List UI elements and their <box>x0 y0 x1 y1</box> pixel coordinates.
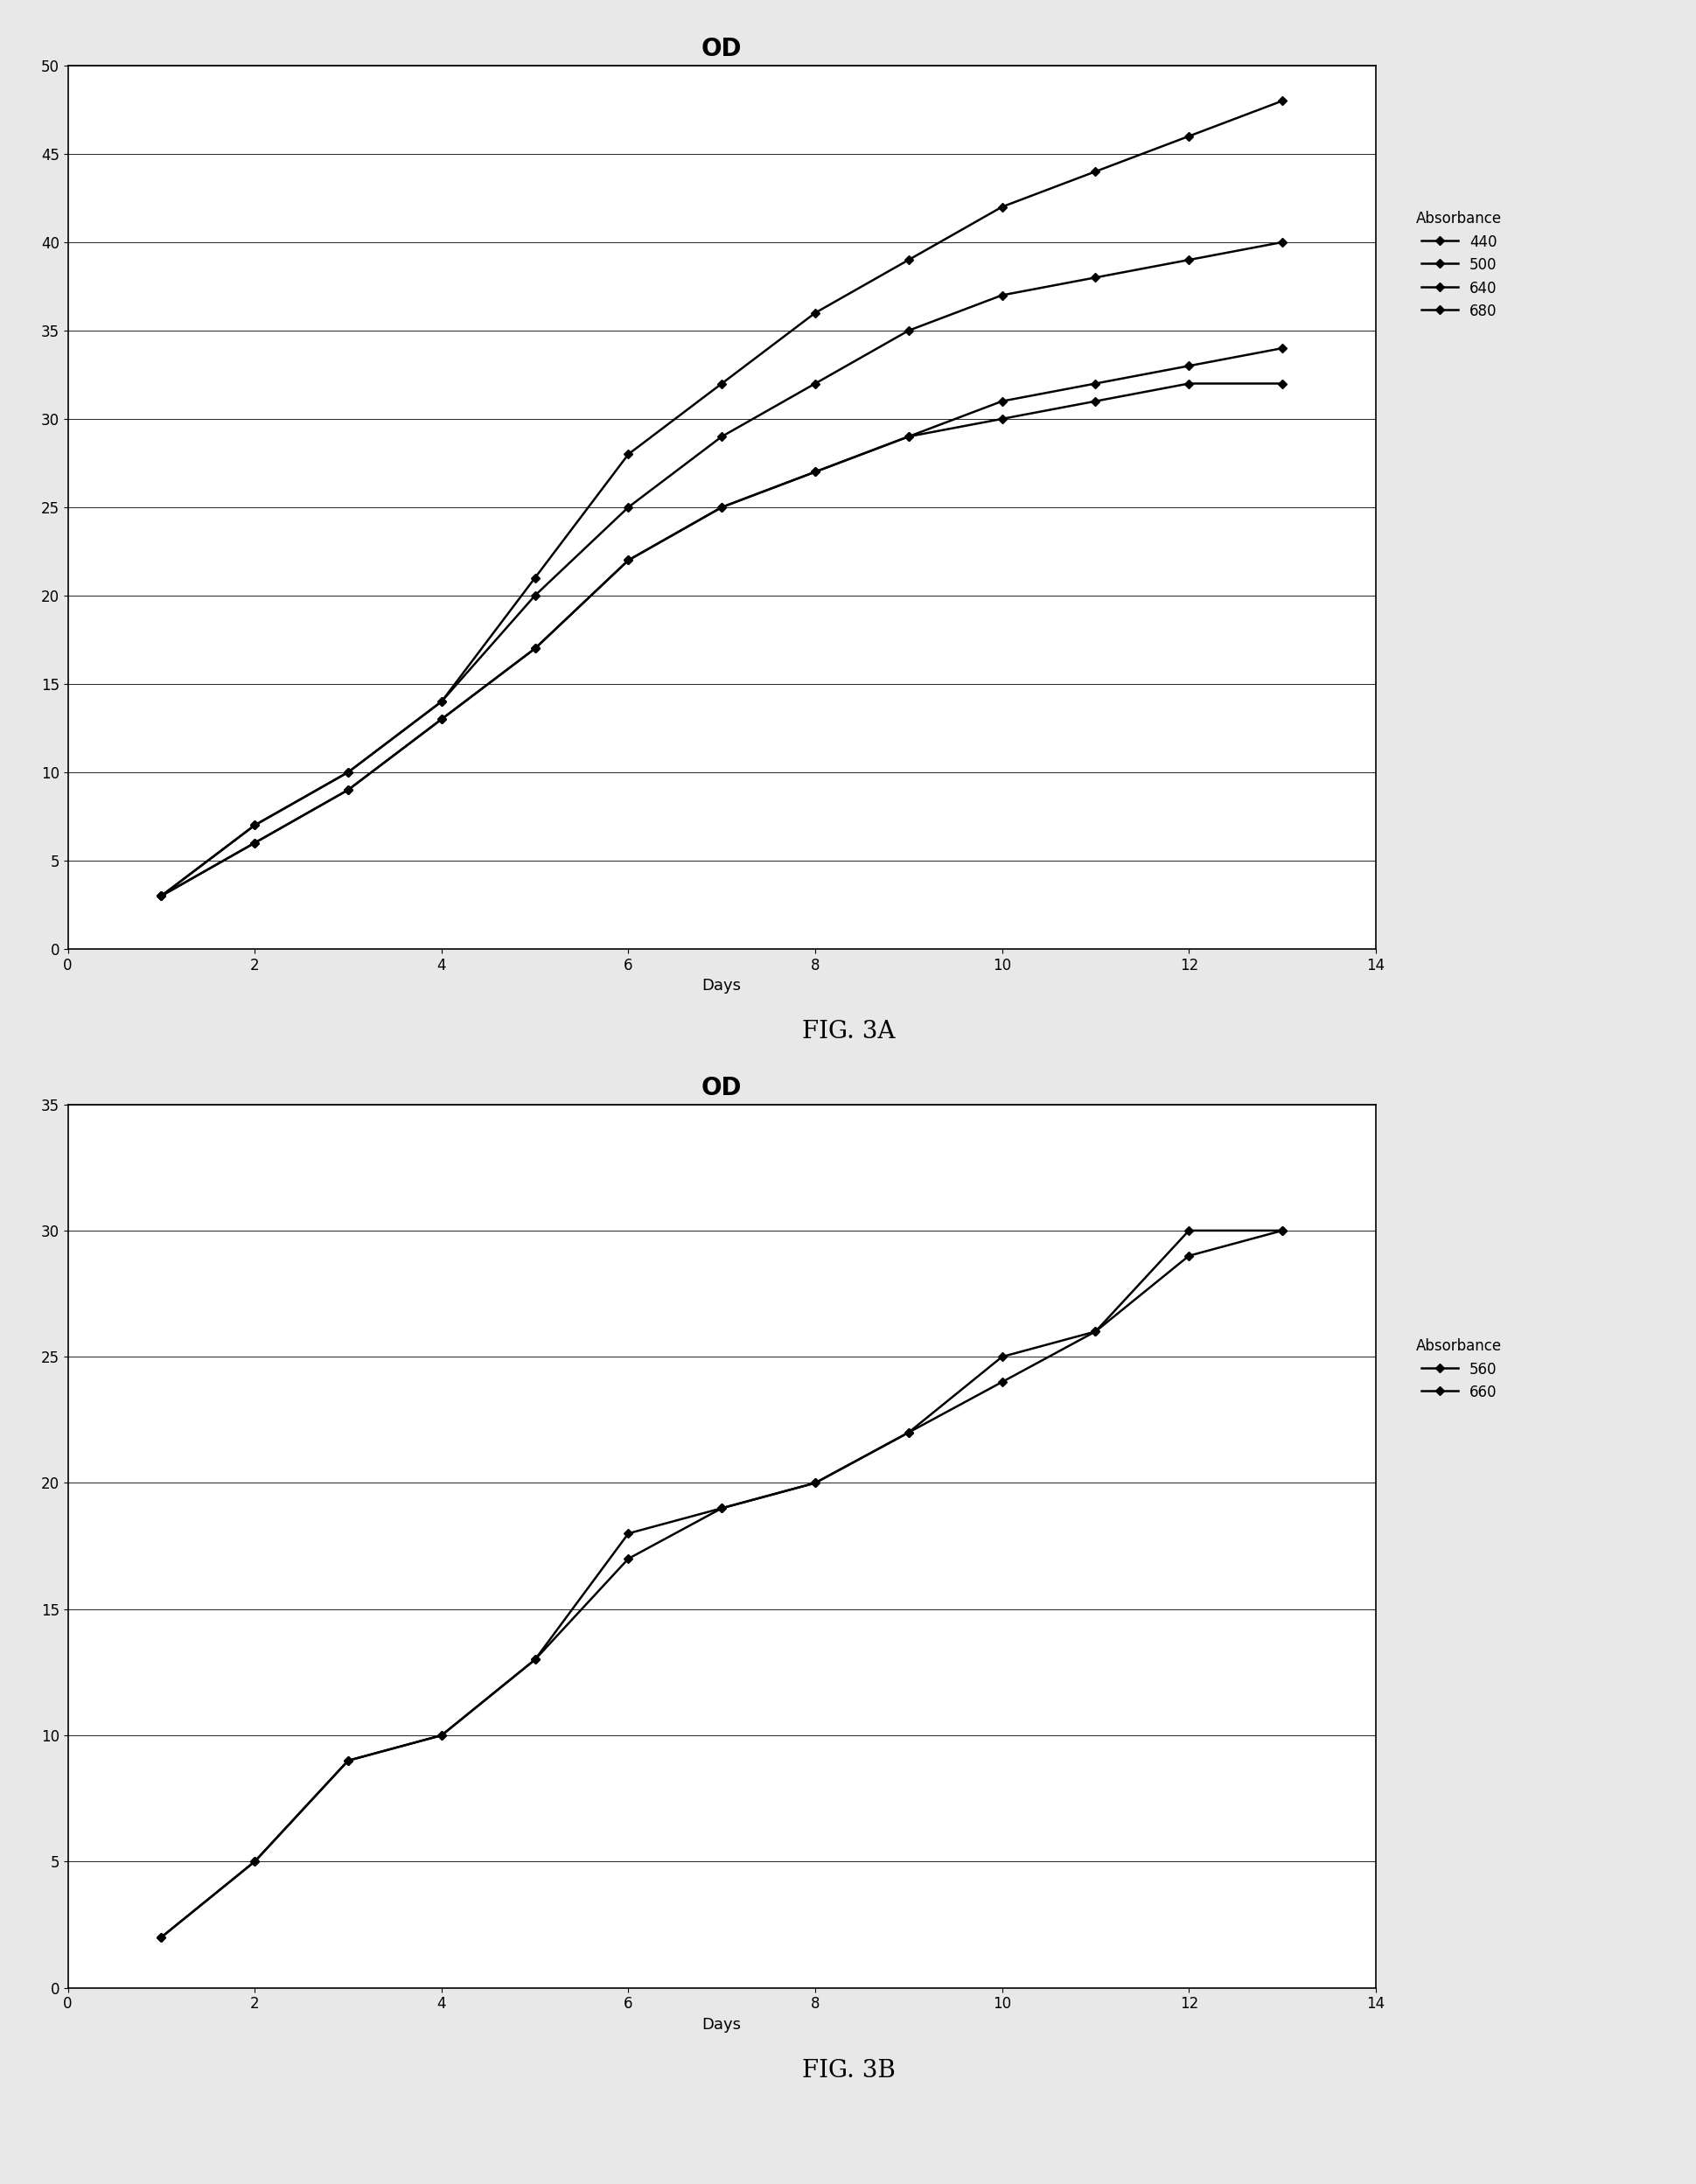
660 <box>338 1747 358 1773</box>
560 <box>1085 1319 1106 1345</box>
Title: OD: OD <box>700 37 741 61</box>
500 <box>431 688 451 714</box>
Text: FIG. 3B: FIG. 3B <box>801 2060 895 2084</box>
680 <box>431 705 451 732</box>
680 <box>804 459 824 485</box>
Line: 640: 640 <box>158 380 1284 900</box>
440 <box>711 371 731 397</box>
560 <box>524 1647 544 1673</box>
500 <box>1085 264 1106 290</box>
500 <box>897 317 918 343</box>
500 <box>338 760 358 786</box>
640 <box>804 459 824 485</box>
640 <box>1179 371 1199 397</box>
500 <box>151 882 171 909</box>
560 <box>244 1848 265 1874</box>
500 <box>1272 229 1292 256</box>
640 <box>617 548 638 574</box>
Line: 660: 660 <box>158 1227 1284 1939</box>
560 <box>711 1496 731 1522</box>
660 <box>151 1924 171 1950</box>
640 <box>244 830 265 856</box>
680 <box>617 548 638 574</box>
660 <box>1179 1216 1199 1243</box>
440 <box>897 247 918 273</box>
680 <box>151 882 171 909</box>
660 <box>1272 1216 1292 1243</box>
680 <box>244 830 265 856</box>
660 <box>244 1848 265 1874</box>
560 <box>804 1470 824 1496</box>
560 <box>431 1723 451 1749</box>
Line: 680: 680 <box>158 345 1284 900</box>
500 <box>804 371 824 397</box>
X-axis label: Days: Days <box>702 2016 741 2033</box>
440 <box>244 812 265 839</box>
640 <box>711 494 731 520</box>
500 <box>617 494 638 520</box>
660 <box>711 1496 731 1522</box>
440 <box>1085 159 1106 186</box>
440 <box>431 688 451 714</box>
560 <box>1272 1216 1292 1243</box>
660 <box>992 1343 1013 1369</box>
680 <box>711 494 731 520</box>
640 <box>1085 389 1106 415</box>
680 <box>992 389 1013 415</box>
440 <box>992 194 1013 221</box>
660 <box>897 1420 918 1446</box>
440 <box>804 299 824 325</box>
560 <box>151 1924 171 1950</box>
440 <box>1272 87 1292 114</box>
Legend: 440, 500, 640, 680: 440, 500, 640, 680 <box>1409 205 1508 325</box>
680 <box>1085 371 1106 397</box>
Legend: 560, 660: 560, 660 <box>1409 1332 1508 1406</box>
640 <box>992 406 1013 432</box>
Text: FIG. 3A: FIG. 3A <box>802 1020 894 1044</box>
680 <box>1272 334 1292 360</box>
560 <box>617 1546 638 1572</box>
440 <box>338 760 358 786</box>
X-axis label: Days: Days <box>702 978 741 994</box>
500 <box>711 424 731 450</box>
440 <box>1179 122 1199 149</box>
500 <box>1179 247 1199 273</box>
640 <box>151 882 171 909</box>
Title: OD: OD <box>700 1075 741 1101</box>
660 <box>1085 1319 1106 1345</box>
660 <box>617 1520 638 1546</box>
640 <box>431 705 451 732</box>
Line: 440: 440 <box>158 98 1284 900</box>
440 <box>151 882 171 909</box>
560 <box>1179 1243 1199 1269</box>
640 <box>897 424 918 450</box>
640 <box>338 778 358 804</box>
500 <box>244 812 265 839</box>
680 <box>338 778 358 804</box>
440 <box>617 441 638 467</box>
560 <box>338 1747 358 1773</box>
500 <box>524 583 544 609</box>
680 <box>524 636 544 662</box>
640 <box>524 636 544 662</box>
660 <box>524 1647 544 1673</box>
680 <box>1179 354 1199 380</box>
440 <box>524 566 544 592</box>
500 <box>992 282 1013 308</box>
560 <box>992 1369 1013 1396</box>
660 <box>431 1723 451 1749</box>
680 <box>897 424 918 450</box>
560 <box>897 1420 918 1446</box>
Line: 560: 560 <box>158 1227 1284 1939</box>
660 <box>804 1470 824 1496</box>
640 <box>1272 371 1292 397</box>
Line: 500: 500 <box>158 240 1284 900</box>
